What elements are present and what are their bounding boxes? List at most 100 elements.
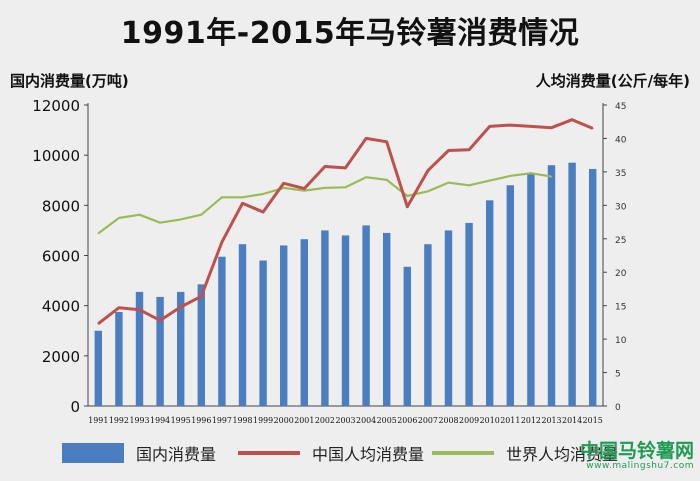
point-china-per-capita (509, 124, 512, 126)
watermark-title: 中国马铃薯网 (579, 440, 694, 462)
left-tick-label: 2000 (42, 348, 80, 366)
legend-label-china-per-capita: 中国人均消费量 (312, 445, 425, 464)
x-tick-label: 1996 (191, 416, 211, 426)
point-world-per-capita (550, 175, 553, 178)
point-world-per-capita (97, 232, 100, 235)
left-tick-label: 0 (70, 398, 80, 416)
bar-domestic-consumption (527, 173, 535, 406)
x-tick-label: 2015 (583, 416, 603, 426)
bar-domestic-consumption (485, 200, 494, 406)
point-china-per-capita (468, 149, 470, 151)
x-tick-label: 2006 (397, 416, 417, 426)
point-china-per-capita (550, 126, 553, 129)
point-china-per-capita (221, 241, 223, 243)
point-world-per-capita (406, 195, 409, 197)
legend-swatch-world-per-capita (432, 451, 494, 455)
x-tick-label: 2008 (438, 416, 458, 426)
legend-label-world-per-capita: 世界人均消费量 (506, 445, 619, 464)
point-world-per-capita (282, 187, 285, 189)
bar-domestic-consumption (547, 165, 556, 406)
x-tick-label: 2010 (480, 416, 500, 426)
bar-domestic-consumption (568, 162, 576, 406)
point-china-per-capita (159, 319, 161, 322)
chart-title: 1991年-2015年马铃薯消费情况 (120, 16, 580, 51)
point-world-per-capita (385, 179, 388, 181)
bar-domestic-consumption (156, 296, 164, 406)
x-tick-label: 2002 (315, 416, 335, 426)
right-tick-label: 25 (615, 236, 626, 246)
point-china-per-capita (262, 211, 264, 213)
bar-domestic-consumption (321, 230, 329, 406)
right-tick-label: 30 (615, 202, 627, 212)
left-tick-label: 4000 (42, 298, 80, 316)
point-world-per-capita (179, 218, 182, 221)
bar-domestic-consumption (382, 232, 391, 406)
point-china-per-capita (97, 322, 100, 325)
bar-domestic-consumption (424, 244, 432, 406)
right-tick-label: 15 (615, 303, 626, 313)
x-tick-label: 1994 (150, 416, 171, 426)
bar-domestic-consumption (197, 284, 206, 406)
line-world-per-capita (97, 172, 552, 235)
point-world-per-capita (509, 175, 512, 177)
bar-domestic-consumption (238, 244, 247, 406)
legend-label-domestic: 国内消费量 (136, 445, 217, 464)
bar-domestic-consumption (465, 222, 473, 406)
point-world-per-capita (262, 193, 264, 195)
point-world-per-capita (159, 221, 161, 224)
point-china-per-capita (118, 306, 120, 309)
point-china-per-capita (488, 125, 491, 128)
point-world-per-capita (221, 196, 223, 199)
legend-swatch-domestic (62, 443, 124, 463)
right-tick-label: 5 (615, 370, 621, 380)
point-world-per-capita (365, 176, 367, 179)
point-china-per-capita (138, 308, 141, 311)
legend-swatch-china-per-capita (238, 451, 300, 455)
point-china-per-capita (365, 137, 367, 140)
bar-domestic-consumption (176, 291, 185, 406)
point-china-per-capita (447, 149, 450, 152)
left-tick-label: 8000 (42, 197, 80, 215)
left-axis-label: 国内消费量(万吨) (10, 72, 129, 90)
bar-domestic-consumption (588, 168, 597, 406)
x-tick-label: 2009 (459, 416, 479, 426)
x-tick-label: 2013 (541, 416, 561, 426)
point-world-per-capita (138, 213, 141, 216)
bar-domestic-consumption (506, 185, 515, 406)
x-tick-label: 1997 (212, 416, 232, 426)
x-tick-label: 2001 (294, 416, 314, 426)
point-china-per-capita (200, 295, 203, 298)
x-tick-label: 1993 (129, 416, 149, 426)
point-world-per-capita (303, 189, 306, 192)
point-china-per-capita (530, 125, 532, 128)
right-tick-label: 10 (615, 336, 627, 346)
point-china-per-capita (241, 202, 244, 205)
point-china-per-capita (303, 187, 306, 190)
x-tick-label: 1999 (253, 416, 273, 426)
right-tick-label: 40 (615, 135, 627, 145)
bar-domestic-consumption (115, 311, 123, 406)
x-tick-label: 1998 (232, 416, 252, 426)
bar-domestic-consumption (444, 230, 453, 406)
watermark-logo: 中国马铃薯网 www.malingshu7.com (580, 441, 694, 471)
legend-item-china-per-capita: 中国人均消费量 (238, 441, 424, 465)
watermark-url: www.malingshu7.com (586, 461, 694, 471)
x-tick-label: 2007 (418, 416, 438, 426)
point-china-per-capita (427, 169, 429, 172)
point-china-per-capita (179, 306, 182, 308)
bar-domestic-consumption (403, 266, 412, 406)
x-tick-label: 2014 (562, 416, 583, 426)
left-tick-label: 10000 (32, 147, 80, 165)
x-tick-label: 1995 (171, 416, 191, 426)
point-world-per-capita (427, 190, 429, 193)
point-china-per-capita (591, 127, 594, 130)
point-world-per-capita (118, 217, 120, 219)
point-china-per-capita (282, 182, 285, 185)
right-tick-label: 45 (615, 102, 626, 112)
point-world-per-capita (468, 184, 470, 187)
point-world-per-capita (530, 172, 532, 175)
legend-item-world-per-capita: 世界人均消费量 (432, 441, 618, 465)
right-tick-label: 0 (615, 403, 621, 413)
bar-domestic-consumption (279, 245, 288, 406)
